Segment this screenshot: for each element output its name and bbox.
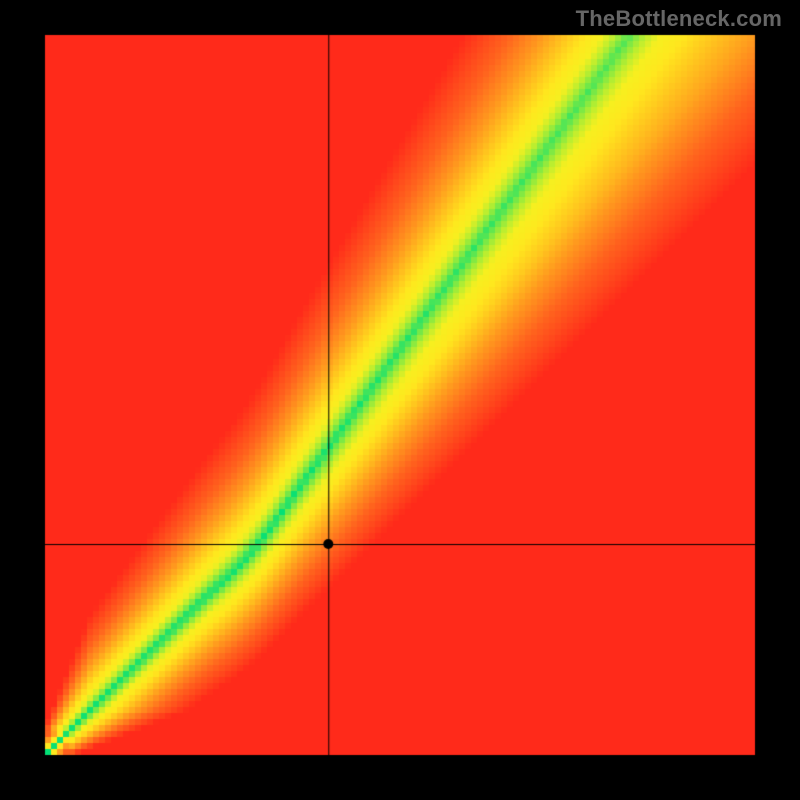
bottleneck-heatmap [0, 0, 800, 800]
watermark-text: TheBottleneck.com [576, 6, 782, 32]
